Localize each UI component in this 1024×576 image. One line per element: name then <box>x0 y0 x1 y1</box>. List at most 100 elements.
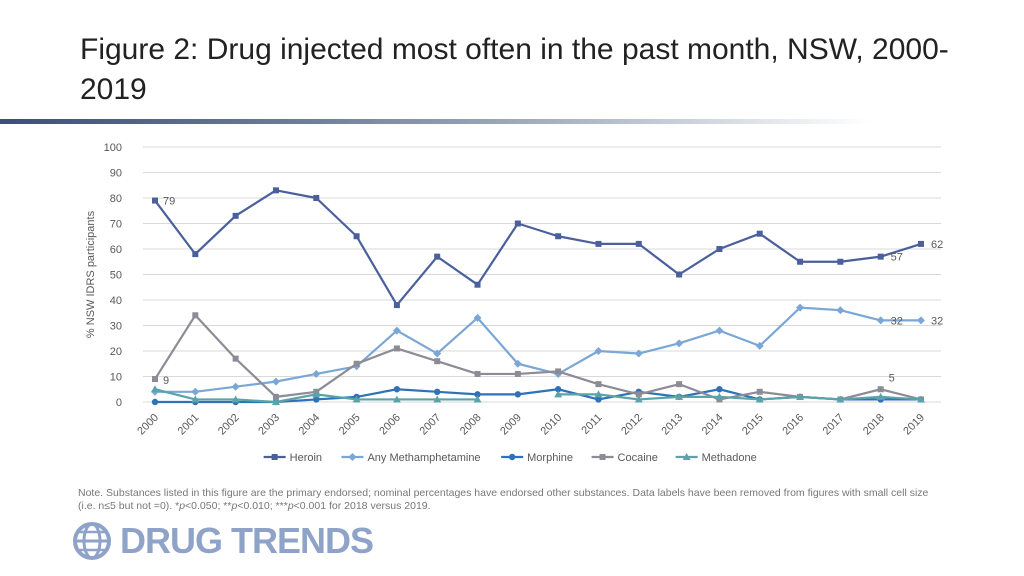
page-title: Figure 2: Drug injected most often in th… <box>80 33 949 106</box>
data-point-methadone-2000 <box>151 385 159 393</box>
series-line-any-methamphetamine <box>155 306 921 393</box>
y-tick-label-0: 0 <box>116 397 122 409</box>
data-point-any-methamphetamine-2007 <box>433 349 442 358</box>
data-point-heroin-2009 <box>514 220 521 227</box>
data-point-methadone-2010 <box>554 390 563 398</box>
legend-marker-cocaine <box>599 454 606 460</box>
data-point-heroin-2008 <box>474 281 481 288</box>
data-point-methadone-2004 <box>312 390 321 398</box>
y-tick-label-10: 10 <box>110 372 122 384</box>
data-point-methadone-2017 <box>836 395 845 403</box>
data-point-heroin-2014 <box>716 246 723 252</box>
data-point-cocaine-2006 <box>393 345 400 352</box>
data-point-methadone-2015 <box>755 395 764 403</box>
x-tick-label-2013: 2013 <box>659 412 685 438</box>
legend-marker-morphine <box>508 453 516 461</box>
data-point-heroin-2004 <box>313 195 320 201</box>
data-point-methadone-2014 <box>715 392 724 400</box>
x-tick-label-2018: 2018 <box>861 412 887 438</box>
data-label-cocaine-2018: 5 <box>889 372 895 384</box>
data-point-cocaine-2012 <box>635 391 642 398</box>
data-point-any-methamphetamine-2012 <box>634 349 643 358</box>
data-point-any-methamphetamine-2001 <box>191 387 200 396</box>
data-label-any-methamphetamine-2018: 32 <box>891 315 903 327</box>
data-point-any-methamphetamine-2004 <box>312 369 321 378</box>
data-point-heroin-2017 <box>837 258 844 265</box>
data-point-methadone-2002 <box>231 395 240 403</box>
x-tick-label-2001: 2001 <box>176 412 202 438</box>
data-point-any-methamphetamine-2019 <box>917 316 925 325</box>
data-point-any-methamphetamine-2009 <box>513 359 522 368</box>
data-point-cocaine-2011 <box>595 381 602 388</box>
x-tick-label-2019: 2019 <box>901 412 927 438</box>
data-point-cocaine-2018 <box>877 386 884 393</box>
data-point-heroin-2007 <box>434 253 441 260</box>
data-point-any-methamphetamine-2002 <box>231 382 240 391</box>
data-point-heroin-2003 <box>272 187 279 194</box>
data-point-any-methamphetamine-2018 <box>876 316 885 325</box>
y-tick-label-30: 30 <box>110 321 122 333</box>
data-point-cocaine-2009 <box>514 370 521 377</box>
data-point-cocaine-2005 <box>353 360 360 367</box>
legend-marker-any-methamphetamine <box>348 453 357 461</box>
data-point-any-methamphetamine-2013 <box>675 339 684 348</box>
y-tick-label-60: 60 <box>110 244 122 256</box>
data-point-morphine-2000 <box>151 398 159 406</box>
y-tick-label-80: 80 <box>110 193 122 205</box>
y-tick-label-90: 90 <box>110 168 122 180</box>
data-point-cocaine-2003 <box>272 393 279 400</box>
data-point-any-methamphetamine-2015 <box>755 341 764 350</box>
data-point-any-methamphetamine-2003 <box>271 377 280 386</box>
data-point-cocaine-2001 <box>192 312 199 319</box>
data-point-methadone-2016 <box>796 392 805 400</box>
x-tick-label-2003: 2003 <box>256 412 282 438</box>
legend-label-any-methamphetamine: Any Methamphetamine <box>367 452 480 464</box>
x-tick-label-2015: 2015 <box>740 412 766 438</box>
data-point-heroin-2019 <box>918 240 924 247</box>
x-tick-label-2006: 2006 <box>377 412 403 438</box>
x-tick-label-2004: 2004 <box>297 412 323 438</box>
data-point-morphine-2009 <box>514 391 522 398</box>
chart-note: Note. Substances listed in this figure a… <box>78 487 929 512</box>
data-label-heroin-2018: 57 <box>891 252 903 264</box>
data-point-cocaine-2010 <box>555 368 562 375</box>
x-tick-label-2005: 2005 <box>337 412 363 438</box>
data-point-cocaine-2013 <box>676 381 683 388</box>
legend-marker-heroin <box>271 454 278 460</box>
data-point-heroin-2018 <box>877 253 884 260</box>
data-point-methadone-2006 <box>392 395 401 403</box>
data-point-heroin-2000 <box>152 197 158 204</box>
data-point-morphine-2004 <box>313 396 320 403</box>
data-point-heroin-2005 <box>353 233 360 240</box>
data-point-any-methamphetamine-2011 <box>594 347 603 355</box>
data-point-any-methamphetamine-2008 <box>473 313 482 322</box>
data-point-heroin-2012 <box>635 240 642 247</box>
data-point-heroin-2016 <box>797 258 804 265</box>
data-point-morphine-2008 <box>474 391 481 398</box>
data-point-any-methamphetamine-2017 <box>836 306 845 315</box>
logo-text: DRUG TRENDS <box>120 520 374 561</box>
data-label-any-methamphetamine-2019: 32 <box>931 315 943 327</box>
x-tick-label-2000: 2000 <box>135 412 161 438</box>
data-point-any-methamphetamine-2014 <box>715 326 724 335</box>
x-tick-label-2016: 2016 <box>780 412 806 438</box>
legend-label-cocaine: Cocaine <box>618 452 658 464</box>
data-point-morphine-2011 <box>595 396 602 403</box>
y-tick-label-100: 100 <box>104 142 122 154</box>
data-point-any-methamphetamine-2006 <box>392 326 401 335</box>
title-underline <box>0 119 870 124</box>
data-point-cocaine-2015 <box>756 388 763 395</box>
data-point-methadone-2008 <box>473 395 482 403</box>
data-point-cocaine-2002 <box>232 355 239 362</box>
x-tick-label-2012: 2012 <box>619 412 645 438</box>
globe-icon <box>73 522 111 560</box>
data-point-methadone-2018 <box>876 392 885 400</box>
line-chart: 0 10 20 30 40 50 60 70 80 90 100 % NSW IDRS partici… <box>85 142 943 464</box>
x-tick-label-2014: 2014 <box>700 412 726 438</box>
legend-marker-methadone <box>682 453 691 460</box>
data-point-heroin-2006 <box>393 302 400 309</box>
data-point-morphine-2010 <box>554 386 562 393</box>
y-tick-label-50: 50 <box>110 270 122 282</box>
y-axis-label: % NSW IDRS participants <box>85 210 97 338</box>
data-label-cocaine-2000: 9 <box>163 375 169 387</box>
